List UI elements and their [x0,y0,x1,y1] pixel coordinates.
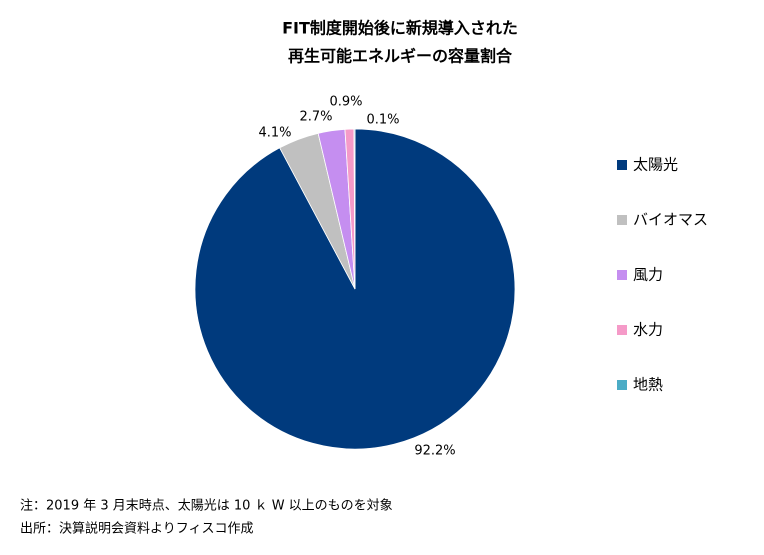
legend-swatch [617,380,627,390]
legend-label: 太陽光 [633,156,678,174]
data-label: 4.1% [258,126,291,141]
legend-label: 風力 [633,266,663,284]
data-label: 0.9% [329,95,362,110]
legend-label: バイオマス [633,211,708,229]
legend-label: 水力 [633,321,663,339]
note: 出所：決算説明会資料よりフィスコ作成 [20,521,253,537]
pie-slice [353,128,356,290]
chart-title: FIT制度開始後に新規導入された [282,19,518,38]
legend-swatch [617,215,627,225]
note: 注：2019 年 3 月末時点、太陽光は 10 ｋ W 以上のものを対象 [20,499,393,514]
legend-swatch [617,160,627,170]
legend-label: 地熱 [633,376,663,394]
data-label: 0.1% [366,113,399,128]
data-label: 2.7% [299,110,332,125]
data-label: 92.2% [414,444,455,459]
legend-swatch [617,325,627,335]
chart-title: 再生可能エネルギーの容量割合 [288,47,513,66]
legend-swatch [617,270,627,280]
